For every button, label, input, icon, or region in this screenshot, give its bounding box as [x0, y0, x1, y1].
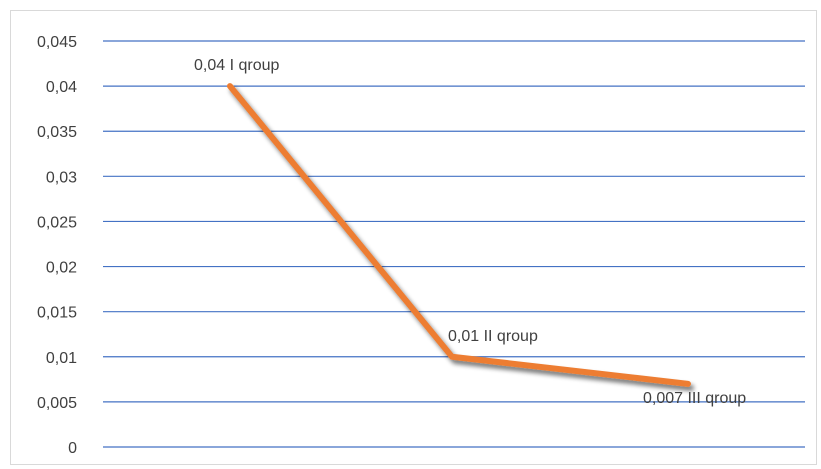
y-axis-ticks: 0 0,005 0,01 0,015 0,02 0,025 0,03 0,035 0,04 0,0… [37, 34, 77, 457]
data-label-2: 0,01 II qroup [448, 328, 538, 345]
y-tick-label: 0,03 [46, 169, 77, 186]
y-tick-label: 0,045 [37, 34, 77, 51]
data-label-1: 0,04 I qroup [194, 57, 280, 74]
data-labels: 0,04 I qroup 0,01 II qroup 0,007 III qroup [194, 57, 746, 407]
data-label-3: 0,007 III qroup [643, 390, 746, 407]
y-tick-label: 0,01 [46, 350, 77, 367]
gridlines [103, 40, 805, 448]
y-tick-label: 0,035 [37, 124, 77, 141]
y-tick-label: 0,02 [46, 260, 77, 277]
y-tick-label: 0,015 [37, 305, 77, 322]
y-tick-label: 0,005 [37, 395, 77, 412]
y-tick-label: 0 [68, 440, 77, 457]
y-tick-label: 0,04 [46, 79, 77, 96]
series-layer [227, 83, 691, 387]
y-tick-label: 0,025 [37, 214, 77, 231]
